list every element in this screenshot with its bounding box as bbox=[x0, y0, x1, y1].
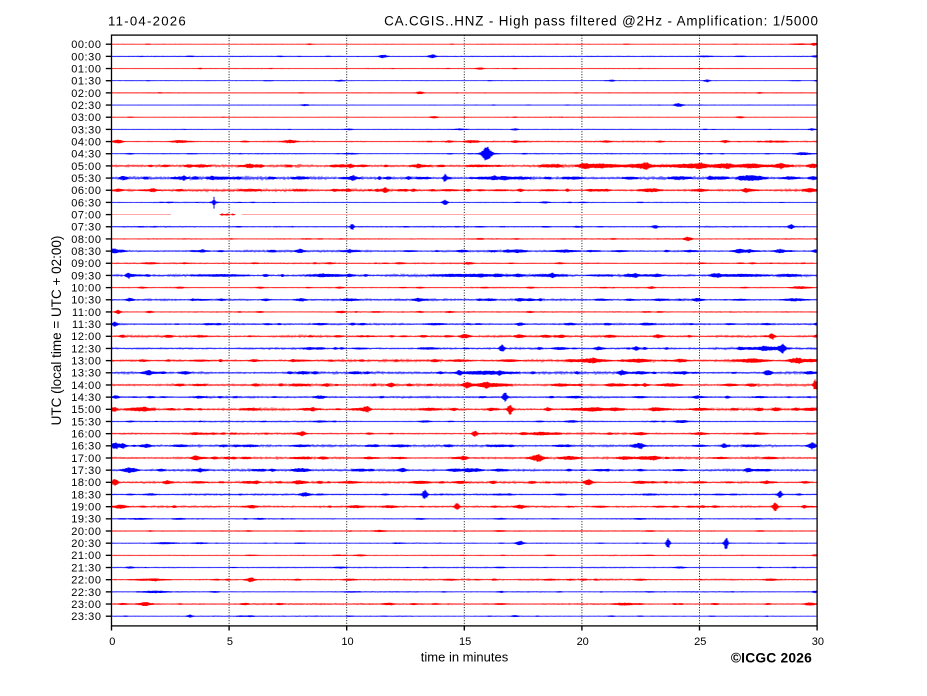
svg-text:03:00: 03:00 bbox=[71, 112, 101, 124]
svg-text:UTC (local time = UTC + 02:00): UTC (local time = UTC + 02:00) bbox=[49, 236, 64, 426]
svg-text:30: 30 bbox=[812, 636, 824, 648]
svg-text:05:00: 05:00 bbox=[71, 161, 101, 173]
svg-text:15:30: 15:30 bbox=[71, 416, 101, 428]
svg-text:05:30: 05:30 bbox=[71, 173, 101, 185]
svg-text:07:30: 07:30 bbox=[71, 222, 101, 234]
svg-text:20:00: 20:00 bbox=[71, 526, 101, 538]
svg-text:04:00: 04:00 bbox=[71, 137, 101, 149]
svg-text:20: 20 bbox=[577, 636, 589, 648]
svg-text:CA.CGIS..HNZ - High pass filte: CA.CGIS..HNZ - High pass filtered @2Hz -… bbox=[384, 14, 819, 29]
svg-text:15: 15 bbox=[459, 636, 471, 648]
svg-text:18:30: 18:30 bbox=[71, 489, 101, 501]
svg-text:18:00: 18:00 bbox=[71, 477, 101, 489]
svg-text:5: 5 bbox=[227, 636, 233, 648]
svg-text:08:00: 08:00 bbox=[71, 234, 101, 246]
svg-text:13:30: 13:30 bbox=[71, 368, 101, 380]
svg-text:22:00: 22:00 bbox=[71, 575, 101, 587]
svg-text:11-04-2026: 11-04-2026 bbox=[108, 14, 187, 29]
svg-text:©ICGC 2026: ©ICGC 2026 bbox=[731, 651, 812, 666]
svg-text:11:00: 11:00 bbox=[72, 307, 101, 319]
svg-text:12:00: 12:00 bbox=[71, 331, 101, 343]
svg-text:14:30: 14:30 bbox=[71, 392, 101, 404]
svg-text:13:00: 13:00 bbox=[71, 356, 101, 368]
svg-text:17:00: 17:00 bbox=[71, 453, 101, 465]
svg-text:06:30: 06:30 bbox=[71, 197, 101, 209]
svg-text:17:30: 17:30 bbox=[71, 465, 101, 477]
svg-text:25: 25 bbox=[694, 636, 706, 648]
svg-text:11:30: 11:30 bbox=[72, 319, 101, 331]
svg-text:00:30: 00:30 bbox=[71, 51, 101, 63]
svg-text:09:30: 09:30 bbox=[71, 270, 101, 282]
svg-text:21:00: 21:00 bbox=[71, 550, 101, 562]
svg-text:23:30: 23:30 bbox=[71, 611, 101, 623]
svg-text:19:30: 19:30 bbox=[71, 514, 101, 526]
svg-text:14:00: 14:00 bbox=[71, 380, 101, 392]
svg-text:00:00: 00:00 bbox=[71, 39, 101, 51]
svg-text:10:30: 10:30 bbox=[71, 295, 101, 307]
svg-text:10:00: 10:00 bbox=[71, 283, 101, 295]
svg-text:03:30: 03:30 bbox=[71, 124, 101, 136]
svg-text:15:00: 15:00 bbox=[71, 404, 101, 416]
svg-text:0: 0 bbox=[109, 636, 115, 648]
svg-text:02:30: 02:30 bbox=[71, 100, 101, 112]
svg-text:10: 10 bbox=[341, 636, 353, 648]
svg-text:09:00: 09:00 bbox=[71, 258, 101, 270]
svg-text:08:30: 08:30 bbox=[71, 246, 101, 258]
svg-text:04:30: 04:30 bbox=[71, 149, 101, 161]
svg-text:16:00: 16:00 bbox=[71, 429, 101, 441]
svg-text:02:00: 02:00 bbox=[71, 88, 101, 100]
svg-text:23:00: 23:00 bbox=[71, 599, 101, 611]
svg-text:07:00: 07:00 bbox=[71, 210, 101, 222]
svg-text:01:00: 01:00 bbox=[71, 63, 101, 75]
svg-text:01:30: 01:30 bbox=[71, 76, 101, 88]
svg-text:time in minutes: time in minutes bbox=[421, 650, 509, 665]
svg-text:12:30: 12:30 bbox=[71, 343, 101, 355]
svg-text:21:30: 21:30 bbox=[71, 562, 101, 574]
svg-text:20:30: 20:30 bbox=[71, 538, 101, 550]
svg-text:19:00: 19:00 bbox=[71, 502, 101, 514]
svg-text:06:00: 06:00 bbox=[71, 185, 101, 197]
svg-text:22:30: 22:30 bbox=[71, 587, 101, 599]
svg-text:16:30: 16:30 bbox=[71, 441, 101, 453]
